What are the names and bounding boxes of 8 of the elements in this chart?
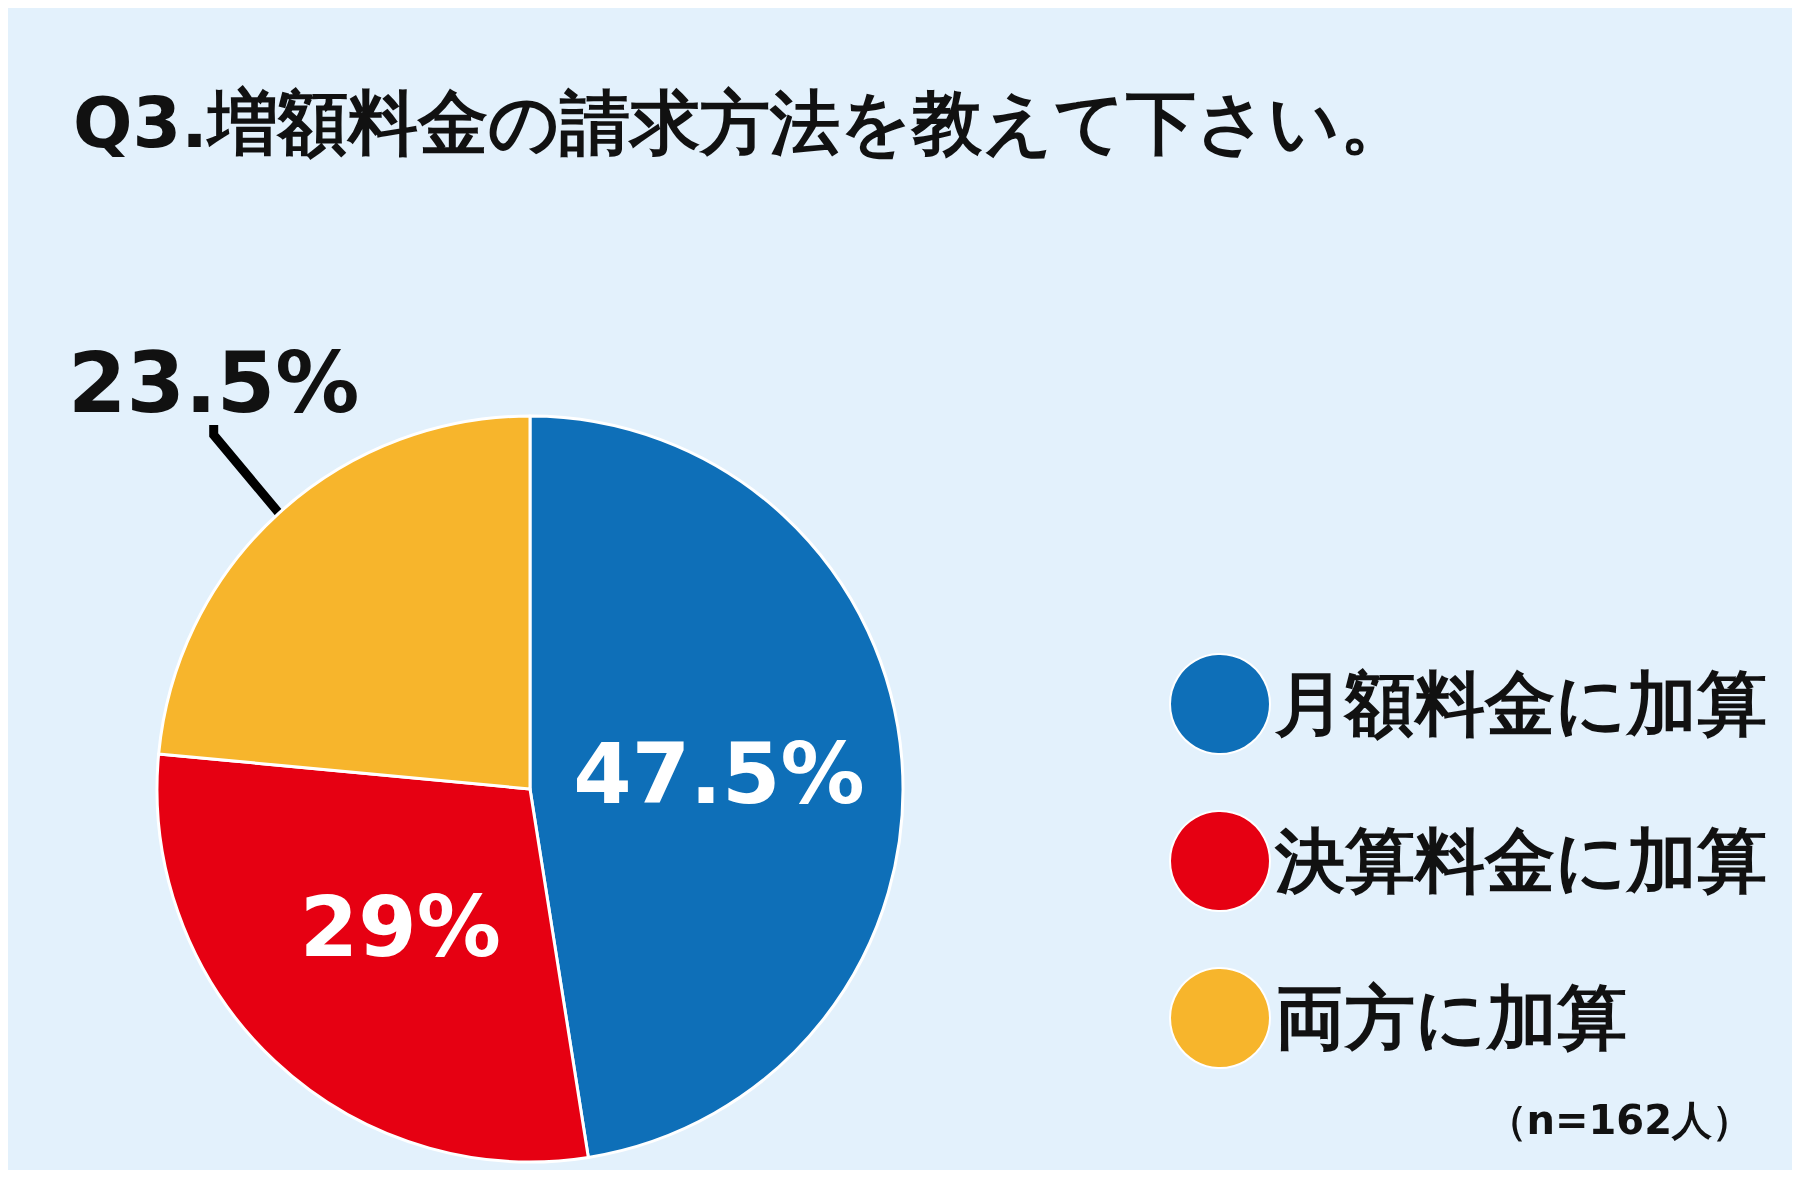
legend-label: 決算料金に加算 xyxy=(1274,820,1767,902)
legend-label: 月額料金に加算 xyxy=(1274,663,1767,745)
data-label: 29% xyxy=(299,878,501,977)
data-label: 23.5% xyxy=(68,334,360,432)
legend-label: 両方に加算 xyxy=(1275,977,1627,1059)
data-label: 47.5% xyxy=(573,725,865,824)
chart-title: Q3.増額料金の請求方法を教えて下さい。 xyxy=(73,82,1410,164)
text: （n=162人） xyxy=(1486,1097,1753,1143)
